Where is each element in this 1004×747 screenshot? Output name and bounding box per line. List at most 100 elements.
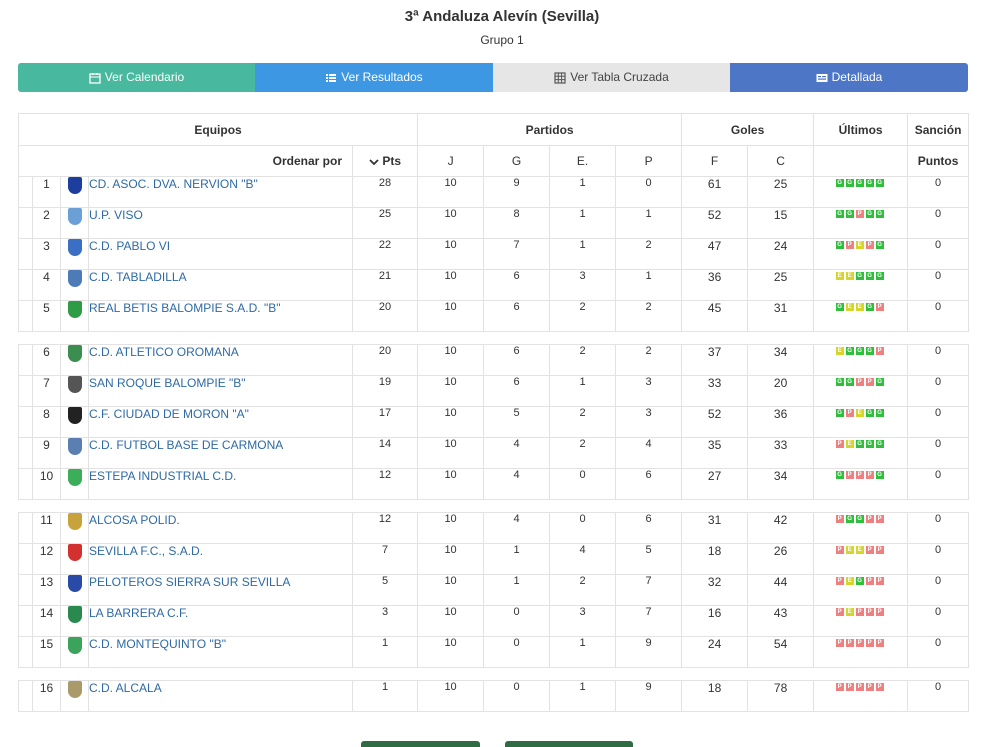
- goals-for: 16: [681, 605, 749, 637]
- header-c[interactable]: C: [747, 145, 815, 177]
- drawn: 2: [549, 300, 617, 332]
- team-link[interactable]: C.D. PABLO VI: [89, 239, 171, 253]
- sort-pts-button[interactable]: Pts: [351, 145, 419, 177]
- form-badge: P: [835, 440, 844, 449]
- lost: 2: [615, 344, 683, 376]
- team-name: C.D. MONTEQUINTO "B": [88, 636, 353, 668]
- form-badge: P: [855, 210, 864, 219]
- header-g[interactable]: G: [483, 145, 551, 177]
- goals-against: 26: [747, 543, 815, 575]
- team-link[interactable]: C.D. MONTEQUINTO "B": [89, 637, 226, 651]
- page-subtitle: Grupo 1: [480, 33, 524, 47]
- bottom-button-right[interactable]: [505, 741, 633, 747]
- team-link[interactable]: PELOTEROS SIERRA SUR SEVILLA: [89, 575, 291, 589]
- team-link[interactable]: C.D. FUTBOL BASE DE CARMONA: [89, 438, 284, 452]
- form-badge: G: [855, 577, 864, 586]
- header-p[interactable]: P: [615, 145, 683, 177]
- header-equipos: Equipos: [17, 113, 419, 146]
- drawn: 1: [549, 238, 617, 270]
- team-link[interactable]: ALCOSA POLID.: [89, 513, 180, 527]
- row-spacer: [18, 176, 33, 208]
- header-j[interactable]: J: [417, 145, 485, 177]
- won: 4: [483, 437, 551, 469]
- form-badge: P: [865, 608, 874, 617]
- team-crest-icon: [67, 513, 82, 530]
- form-badge: G: [845, 347, 854, 356]
- lost: 9: [615, 636, 683, 668]
- won: 1: [483, 574, 551, 606]
- won: 5: [483, 406, 551, 438]
- played: 10: [417, 437, 485, 469]
- form-badge: P: [875, 546, 884, 555]
- drawn: 1: [549, 636, 617, 668]
- team-link[interactable]: C.D. ATLETICO OROMANA: [89, 345, 239, 359]
- form-badge: G: [855, 440, 864, 449]
- team-points: 12: [351, 512, 419, 544]
- team-link[interactable]: LA BARRERA C.F.: [89, 606, 189, 620]
- drawn: 2: [549, 406, 617, 438]
- header-f[interactable]: F: [681, 145, 749, 177]
- form-badge: G: [855, 272, 864, 281]
- row-spacer: [18, 207, 33, 239]
- team-position: 9: [32, 437, 61, 469]
- team-link[interactable]: ESTEPA INDUSTRIAL C.D.: [89, 469, 237, 483]
- played: 10: [417, 574, 485, 606]
- team-crest-icon: [67, 438, 82, 455]
- team-link[interactable]: C.D. ALCALA: [89, 681, 162, 695]
- drawn: 1: [549, 176, 617, 208]
- team-crest-icon: [67, 376, 82, 393]
- team-link[interactable]: U.P. VISO: [89, 208, 143, 222]
- form-badge: P: [875, 639, 884, 648]
- goals-against: 34: [747, 468, 815, 500]
- sanction-points: 0: [907, 406, 970, 438]
- separator-cell: [18, 667, 969, 681]
- form-badge: G: [845, 210, 854, 219]
- team-points: 25: [351, 207, 419, 239]
- row-spacer: [18, 406, 33, 438]
- team-link[interactable]: REAL BETIS BALOMPIE S.A.D. "B": [89, 301, 281, 315]
- goals-against: 20: [747, 375, 815, 407]
- view-tabs: Ver Calendario Ver Resultados Ver Tabla …: [18, 63, 968, 92]
- goals-against: 25: [747, 176, 815, 208]
- sort-by-label: Ordenar por: [18, 145, 353, 177]
- bottom-button-left[interactable]: [361, 741, 480, 747]
- row-spacer: [18, 468, 33, 500]
- won: 0: [483, 636, 551, 668]
- row-spacer: [18, 680, 33, 712]
- team-points: 14: [351, 437, 419, 469]
- team-link[interactable]: CD. ASOC. DVA. NERVION "B": [89, 177, 258, 191]
- team-crest: [60, 636, 89, 668]
- chevron-down-icon: [369, 159, 379, 166]
- tab-calendario[interactable]: Ver Calendario: [18, 63, 255, 92]
- standings-table: Equipos Partidos Goles Últimos Sanción O…: [17, 113, 970, 712]
- form-badge: G: [845, 378, 854, 387]
- tab-detallada[interactable]: Detallada: [730, 63, 968, 92]
- tab-resultados[interactable]: Ver Resultados: [255, 63, 493, 92]
- tab-tabla-cruzada[interactable]: Ver Tabla Cruzada: [493, 63, 730, 92]
- goals-for: 37: [681, 344, 749, 376]
- goals-for: 52: [681, 406, 749, 438]
- team-link[interactable]: C.F. CIUDAD DE MORON "A": [89, 407, 249, 421]
- lost: 7: [615, 605, 683, 637]
- header-e[interactable]: E.: [549, 145, 617, 177]
- form-badge: P: [875, 347, 884, 356]
- played: 10: [417, 238, 485, 270]
- drawn: 2: [549, 344, 617, 376]
- form-badge: G: [875, 272, 884, 281]
- team-name: LA BARRERA C.F.: [88, 605, 353, 637]
- team-position: 14: [32, 605, 61, 637]
- form-badge: G: [855, 347, 864, 356]
- lost: 9: [615, 680, 683, 712]
- team-link[interactable]: C.D. TABLADILLA: [89, 270, 187, 284]
- sanction-points: 0: [907, 636, 970, 668]
- team-link[interactable]: SAN ROQUE BALOMPIE "B": [89, 376, 246, 390]
- team-link[interactable]: SEVILLA F.C., S.A.D.: [89, 544, 204, 558]
- won: 0: [483, 680, 551, 712]
- form-badge: P: [865, 515, 874, 524]
- form-badge: P: [855, 378, 864, 387]
